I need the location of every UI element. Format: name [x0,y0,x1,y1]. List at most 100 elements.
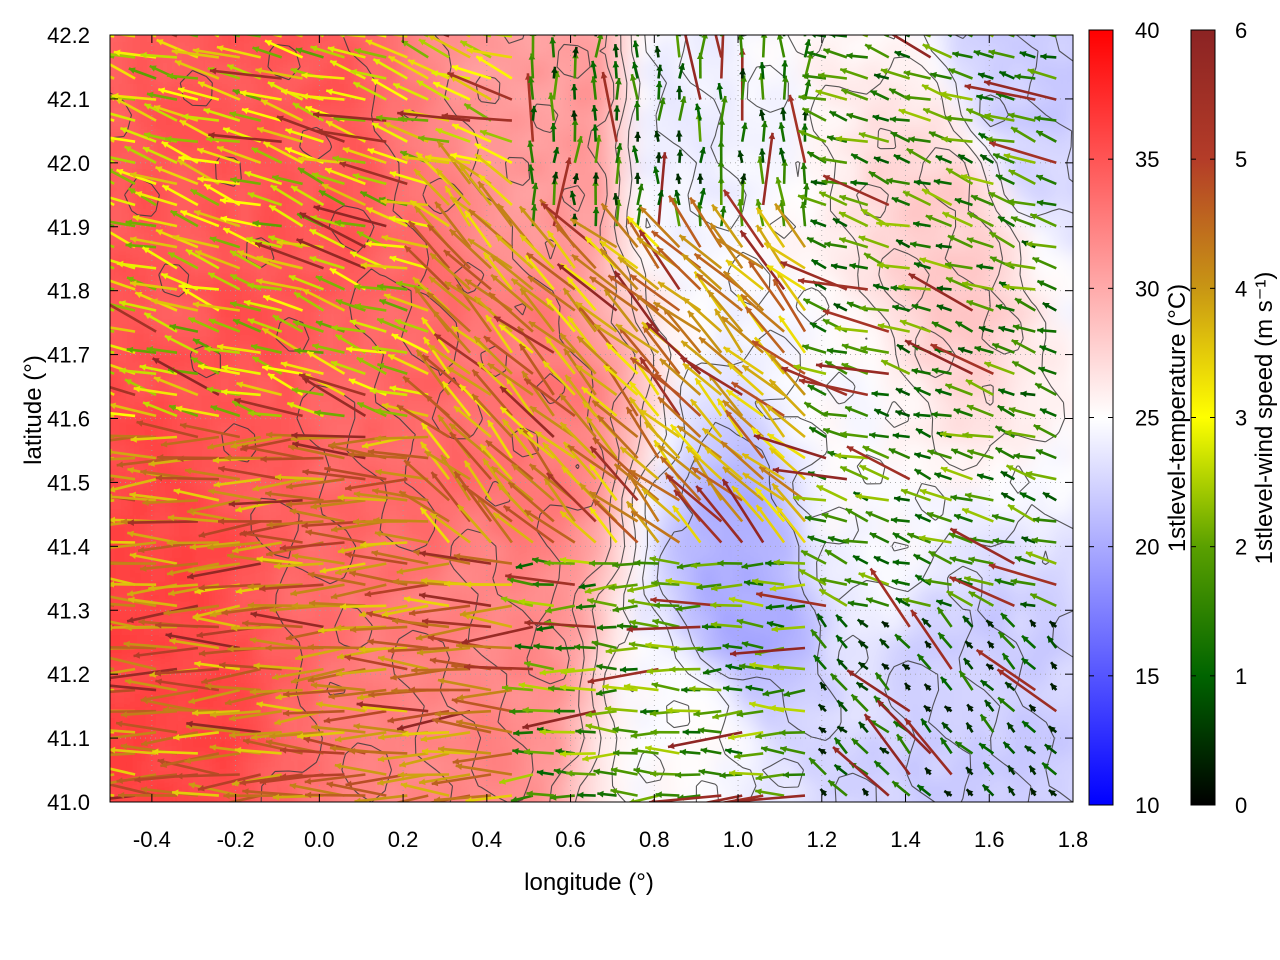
heatmap-cell [110,273,132,300]
wind-vector [110,519,115,523]
heatmap-cell [716,657,740,684]
heatmap-cell [110,633,111,660]
heatmap-cell [506,801,530,802]
heatmap-cell [129,81,153,108]
heatmap-cell [820,249,844,276]
heatmap-cell [1051,609,1073,636]
y-tick-label: 41.4 [47,534,90,559]
heatmap-cell [569,201,593,228]
heatmap-cell [464,249,488,276]
wind-vector [110,646,115,651]
heatmap-cell [255,297,279,324]
colorbar-tick-label: 3 [1235,406,1247,431]
heatmap-cell [695,57,719,84]
heatmap-cell [1051,657,1073,684]
heatmap-cell [1030,657,1054,684]
heatmap-cell [110,585,111,612]
heatmap-cell [464,225,488,252]
heatmap-cell [255,801,279,802]
heatmap-cell [506,57,530,84]
heatmap-cell [110,35,111,60]
heatmap-cell [1051,249,1073,276]
heatmap-cell [1030,801,1054,802]
heatmap-cell [485,201,509,228]
heatmap-cell [1051,513,1073,540]
heatmap-cell [737,777,760,802]
colorbar-tick-label: 25 [1135,406,1159,431]
heatmap-cell [988,321,1012,348]
heatmap-cell [862,801,886,802]
heatmap-cell [192,537,216,564]
heatmap-cell [110,153,111,180]
heatmap-cell [716,561,740,588]
wind-vector [110,435,115,439]
heatmap-cell [150,35,174,36]
heatmap-cell [171,489,195,516]
x-tick-label: 1.8 [1058,827,1089,852]
temperature-heatmap [110,35,1073,802]
heatmap-cell [569,105,593,132]
y-tick-label: 41.0 [47,790,90,815]
heatmap-cell [611,681,635,708]
heatmap-cell [485,585,509,612]
heatmap-cell [110,35,132,36]
colorbar-tick-label: 40 [1135,18,1159,43]
heatmap-cell [527,513,551,540]
heatmap-cell [110,105,111,132]
x-tick-label: -0.2 [217,827,255,852]
heatmap-cell [402,81,426,108]
x-tick-label: 1.4 [890,827,921,852]
heatmap-cell [297,681,321,708]
heatmap-cell [883,801,907,802]
heatmap-cell [485,705,509,732]
x-tick-label: -0.4 [133,827,171,852]
colorbar-tick-label: 6 [1235,18,1247,43]
heatmap-cell [695,609,719,636]
wind-vector [213,35,220,38]
heatmap-cell [632,105,656,132]
heatmap-cell [213,801,237,802]
heatmap-cell [737,57,760,84]
heatmap-cell [192,273,216,300]
colorbar-tick-label: 2 [1235,535,1247,560]
heatmap-cell [988,777,1012,802]
heatmap-cell [946,801,970,802]
heatmap-cell [110,681,111,708]
y-tick-label: 42.0 [47,151,90,176]
heatmap-cell [883,657,907,684]
heatmap-cell [799,801,823,802]
heatmap-cell [485,801,509,802]
y-tick-label: 41.2 [47,662,90,687]
heatmap-cell [1051,441,1073,468]
wind-vector [552,35,556,37]
y-tick-label: 42.2 [47,23,90,48]
heatmap-cell [611,81,635,108]
heatmap-cell [527,729,551,756]
heatmap-cell [548,225,572,252]
heatmap-cell [716,537,740,564]
heatmap-cell [946,777,970,802]
heatmap-cell [110,417,111,444]
heatmap-cell [632,393,656,420]
heatmap-cell [297,81,321,108]
heatmap-cell [485,729,509,756]
heatmap-cell [841,801,865,802]
heatmap-cell [1051,273,1073,300]
heatmap-cell [862,35,886,36]
heatmap-cell [402,801,426,802]
heatmap-cell [276,801,300,802]
heatmap-cell [1051,81,1073,108]
heatmap-cell [464,393,488,420]
heatmap-cell [632,369,656,396]
heatmap-cell [464,321,488,348]
heatmap-cell [527,777,551,802]
heatmap-cell [276,705,300,732]
heatmap-cell [110,81,111,108]
heatmap-cell [506,35,530,60]
heatmap-cell [925,129,949,156]
heatmap-cell [110,537,111,564]
heatmap-cell [485,153,509,180]
heatmap-cell [548,35,572,36]
wind-vector [678,35,681,37]
heatmap-cell [443,225,467,252]
